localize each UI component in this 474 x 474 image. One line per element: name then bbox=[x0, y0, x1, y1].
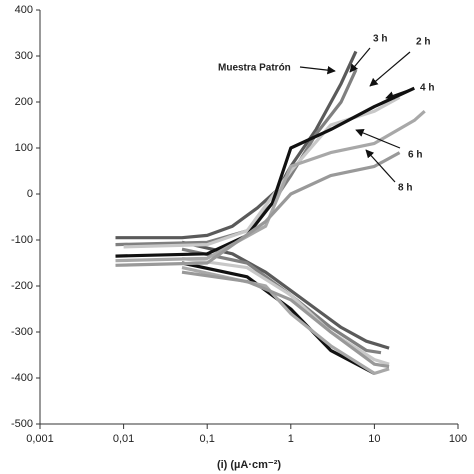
series-line bbox=[123, 95, 401, 366]
y-tick-label: -500 bbox=[11, 418, 33, 430]
y-tick-label: -100 bbox=[11, 234, 33, 246]
y-tick-label: 300 bbox=[15, 50, 33, 62]
y-tick-label: 200 bbox=[15, 96, 33, 108]
x-tick-label: 0,1 bbox=[200, 433, 215, 445]
x-tick-label: 10 bbox=[368, 433, 380, 445]
arrow bbox=[365, 149, 396, 183]
x-axis-label: (i) (µA·cm⁻²) bbox=[217, 459, 281, 471]
annotation: 8 h bbox=[398, 183, 412, 194]
series-line bbox=[115, 86, 415, 375]
arrow bbox=[369, 51, 411, 87]
plot-area bbox=[115, 50, 426, 375]
x-tick-label: 1 bbox=[288, 433, 294, 445]
arrow bbox=[299, 65, 336, 75]
arrow bbox=[385, 87, 415, 100]
arrow bbox=[355, 128, 401, 149]
annotation: Muestra Patrón bbox=[218, 63, 291, 74]
series-line bbox=[115, 69, 382, 355]
series-line bbox=[115, 50, 390, 350]
arrow bbox=[349, 47, 371, 73]
y-tick-label: -200 bbox=[11, 280, 33, 292]
y-tick-label: -400 bbox=[11, 372, 33, 384]
x-tick-label: 100 bbox=[449, 433, 467, 445]
x-tick-label: 0,001 bbox=[26, 433, 54, 445]
series-line bbox=[115, 151, 401, 369]
y-tick-label: -300 bbox=[11, 326, 33, 338]
annotation: 6 h bbox=[408, 150, 422, 161]
annotation: 4 h bbox=[420, 83, 434, 94]
annotation: 3 h bbox=[373, 34, 387, 45]
annotation: 2 h bbox=[416, 37, 430, 48]
annotation-arrows bbox=[299, 47, 415, 183]
y-tick-label: 0 bbox=[27, 188, 33, 200]
y-tick-label: 100 bbox=[15, 142, 33, 154]
y-tick-label: 400 bbox=[15, 4, 33, 16]
x-tick-label: 0,01 bbox=[113, 433, 134, 445]
